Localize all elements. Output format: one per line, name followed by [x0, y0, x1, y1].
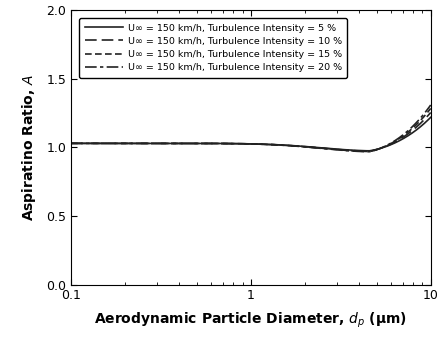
U∞ = 150 km/h, Turbulence Intensity = 15 % — [378, 146, 384, 150]
U∞ = 150 km/h, Turbulence Intensity = 5 % — [378, 146, 384, 150]
U∞ = 150 km/h, Turbulence Intensity = 5 % — [277, 143, 282, 147]
Line: U∞ = 150 km/h, Turbulence Intensity = 20 %: U∞ = 150 km/h, Turbulence Intensity = 20… — [71, 105, 431, 152]
Legend: U∞ = 150 km/h, Turbulence Intensity = 5 %, U∞ = 150 km/h, Turbulence Intensity =: U∞ = 150 km/h, Turbulence Intensity = 5 … — [79, 18, 347, 78]
U∞ = 150 km/h, Turbulence Intensity = 15 % — [428, 106, 433, 110]
U∞ = 150 km/h, Turbulence Intensity = 15 % — [287, 144, 292, 148]
U∞ = 150 km/h, Turbulence Intensity = 15 % — [68, 141, 74, 145]
U∞ = 150 km/h, Turbulence Intensity = 20 % — [68, 141, 74, 145]
U∞ = 150 km/h, Turbulence Intensity = 5 % — [428, 115, 433, 119]
Line: U∞ = 150 km/h, Turbulence Intensity = 15 %: U∞ = 150 km/h, Turbulence Intensity = 15… — [71, 108, 431, 152]
U∞ = 150 km/h, Turbulence Intensity = 10 % — [378, 146, 384, 150]
U∞ = 150 km/h, Turbulence Intensity = 10 % — [428, 110, 433, 115]
U∞ = 150 km/h, Turbulence Intensity = 10 % — [277, 143, 282, 147]
U∞ = 150 km/h, Turbulence Intensity = 15 % — [277, 143, 282, 147]
U∞ = 150 km/h, Turbulence Intensity = 15 % — [341, 148, 346, 152]
U∞ = 150 km/h, Turbulence Intensity = 5 % — [91, 141, 96, 145]
X-axis label: Aerodynamic Particle Diameter, $\mathbf{\mathit{d_p}}$ (µm): Aerodynamic Particle Diameter, $\mathbf{… — [95, 311, 407, 330]
U∞ = 150 km/h, Turbulence Intensity = 20 % — [428, 103, 433, 107]
Line: U∞ = 150 km/h, Turbulence Intensity = 5 %: U∞ = 150 km/h, Turbulence Intensity = 5 … — [71, 117, 431, 151]
U∞ = 150 km/h, Turbulence Intensity = 20 % — [341, 149, 346, 153]
U∞ = 150 km/h, Turbulence Intensity = 10 % — [297, 144, 303, 149]
U∞ = 150 km/h, Turbulence Intensity = 20 % — [91, 141, 96, 145]
U∞ = 150 km/h, Turbulence Intensity = 10 % — [287, 143, 292, 147]
Y-axis label: Aspiratino Ratio, $\mathbf{\mathit{A}}$: Aspiratino Ratio, $\mathbf{\mathit{A}}$ — [20, 74, 38, 221]
U∞ = 150 km/h, Turbulence Intensity = 5 % — [68, 141, 74, 145]
U∞ = 150 km/h, Turbulence Intensity = 20 % — [277, 143, 282, 147]
Line: U∞ = 150 km/h, Turbulence Intensity = 10 %: U∞ = 150 km/h, Turbulence Intensity = 10… — [71, 112, 431, 151]
U∞ = 150 km/h, Turbulence Intensity = 15 % — [91, 141, 96, 145]
U∞ = 150 km/h, Turbulence Intensity = 5 % — [287, 143, 292, 147]
U∞ = 150 km/h, Turbulence Intensity = 10 % — [341, 148, 346, 152]
U∞ = 150 km/h, Turbulence Intensity = 20 % — [297, 144, 303, 149]
U∞ = 150 km/h, Turbulence Intensity = 10 % — [366, 149, 371, 153]
U∞ = 150 km/h, Turbulence Intensity = 10 % — [91, 141, 96, 145]
U∞ = 150 km/h, Turbulence Intensity = 20 % — [287, 144, 292, 148]
U∞ = 150 km/h, Turbulence Intensity = 5 % — [297, 144, 303, 148]
U∞ = 150 km/h, Turbulence Intensity = 20 % — [378, 146, 384, 150]
U∞ = 150 km/h, Turbulence Intensity = 20 % — [366, 150, 371, 154]
U∞ = 150 km/h, Turbulence Intensity = 5 % — [341, 147, 346, 152]
U∞ = 150 km/h, Turbulence Intensity = 10 % — [68, 141, 74, 145]
U∞ = 150 km/h, Turbulence Intensity = 5 % — [366, 149, 371, 153]
U∞ = 150 km/h, Turbulence Intensity = 15 % — [366, 150, 371, 154]
U∞ = 150 km/h, Turbulence Intensity = 15 % — [297, 144, 303, 149]
